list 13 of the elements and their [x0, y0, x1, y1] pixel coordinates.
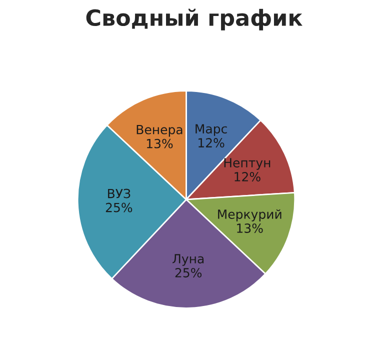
slice-label: Меркурий: [218, 209, 282, 222]
slice-label: ВУЗ: [108, 188, 130, 198]
slice-label: Марс: [196, 124, 227, 136]
chart-title: Сводный график: [86, 8, 302, 30]
slice-label: Луна: [172, 254, 204, 266]
slice-label: Нептун: [224, 158, 270, 170]
data-label: 25%: [175, 268, 202, 278]
data-label: 25%: [106, 202, 132, 212]
data-label: 12%: [234, 172, 260, 182]
data-label: 12%: [198, 138, 224, 148]
slice-label: Венера: [136, 125, 182, 137]
data-label: 13%: [146, 138, 173, 148]
data-label: 13%: [237, 223, 263, 233]
